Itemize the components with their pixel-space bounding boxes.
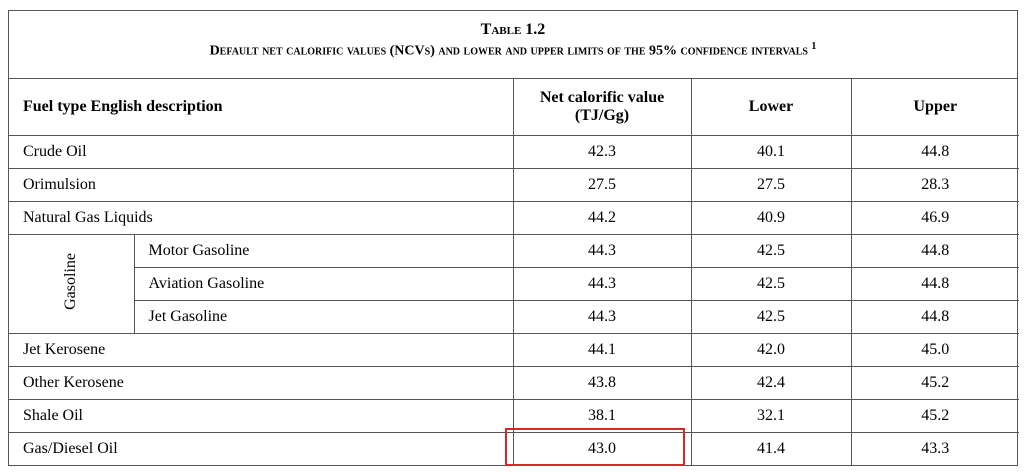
table-container: Table 1.2 Default net calorific values (… [8,10,1020,466]
value-cell: 45.2 [850,366,1020,400]
value-cell: 41.4 [690,432,852,465]
value-cell: 43.0 [512,432,692,465]
value-cell: 44.8 [850,135,1020,169]
value-cell: 44.3 [512,267,692,301]
column-header: Net calorific value (TJ/Gg) [512,79,692,136]
row: Gasoline Motor Gasoline 44.3 42.5 44.8 [9,234,1020,334]
value-cell: 44.2 [512,201,692,235]
value-cell: 44.3 [512,300,692,334]
fuel-cell: Gas/Diesel Oil [9,432,514,465]
row: Crude Oil 42.3 40.1 44.8 [9,135,1020,169]
fuel-cell: Jet Gasoline [134,300,514,334]
footnote: 1 [811,41,817,52]
value-cell: 43.3 [850,432,1020,465]
value-cell: 42.3 [512,135,692,169]
highlight-box [505,428,685,466]
value-cell: 46.9 [850,201,1020,235]
value-cell: 42.4 [690,366,852,400]
column-header: Upper [850,79,1020,136]
value-cell: 40.9 [690,201,852,235]
table-title: Table 1.2 [480,21,546,38]
table-subtitle: Default net calorific values (NCVs) and … [9,41,1017,60]
value-cell: 45.2 [850,399,1020,433]
row: Jet Kerosene 44.1 42.0 45.0 [9,333,1020,367]
fuel-cell: Crude Oil [9,135,514,169]
fuel-cell: Orimulsion [9,168,514,202]
subtitle-text: Default net calorific values (NCVs) and … [209,43,808,59]
fuel-cell: Aviation Gasoline [134,267,514,301]
row: Aviation Gasoline 44.3 42.5 44.8 [9,267,1020,301]
value-cell: 44.3 [512,234,692,268]
title-box: Table 1.2 Default net calorific values (… [9,11,1017,79]
group-cell: Gasoline [9,234,135,334]
value-cell: 38.1 [512,399,692,433]
value-cell: 28.3 [850,168,1020,202]
row: Natural Gas Liquids 44.2 40.9 46.9 [9,201,1020,235]
row: Other Kerosene 43.8 42.4 45.2 [9,366,1020,400]
value-cell: 42.0 [690,333,852,367]
value-cell: 42.5 [690,300,852,334]
column-header: Fuel type English description [9,79,514,136]
value-cell: 32.1 [690,399,852,433]
row: Shale Oil 38.1 32.1 45.2 [9,399,1020,433]
value-cell: 40.1 [690,135,852,169]
table: Fuel type English description Net calorif… [9,79,1020,465]
fuel-cell: Natural Gas Liquids [9,201,514,235]
group-label: Gasoline [62,253,80,310]
value-cell: 44.8 [850,267,1020,301]
fuel-cell: Jet Kerosene [9,333,514,367]
row: Gas/Diesel Oil 43.0 41.4 43.3 [9,432,1020,465]
value-cell: 44.1 [512,333,692,367]
row: Orimulsion 27.5 27.5 28.3 [9,168,1020,202]
value-cell: 42.5 [690,234,852,268]
fuel-cell: Motor Gasoline [133,234,514,268]
fuel-cell: Shale Oil [9,399,514,433]
fuel-cell: Other Kerosene [9,366,514,400]
value-cell: 43.8 [512,366,692,400]
header-row: Fuel type English description Net calorif… [9,79,1020,136]
row: Jet Gasoline 44.3 42.5 44.8 [9,300,1020,334]
value-cell: 42.5 [690,267,852,301]
value-cell: 44.8 [850,300,1020,334]
value-cell: 44.8 [850,234,1020,268]
value-cell: 27.5 [512,168,692,202]
column-header: Lower [690,79,852,136]
value-cell: 27.5 [690,168,852,202]
value-cell: 45.0 [850,333,1020,367]
